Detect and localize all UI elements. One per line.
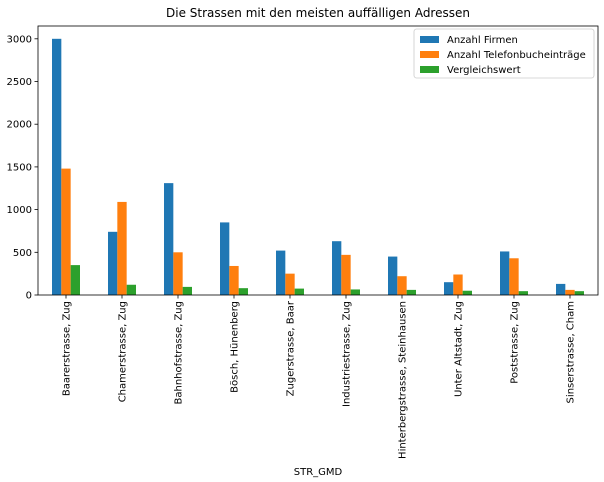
bar bbox=[52, 38, 62, 296]
bar bbox=[556, 283, 566, 295]
x-tick-label: Chamerstrasse, Zug bbox=[118, 301, 129, 402]
x-tick-label: Sinserstrasse, Cham bbox=[566, 301, 577, 403]
bar bbox=[509, 258, 519, 295]
x-tick-label: Bahnhofstrasse, Zug bbox=[174, 301, 185, 404]
legend-label: Anzahl Firmen bbox=[447, 35, 518, 46]
y-tick-label: 2500 bbox=[7, 77, 32, 88]
x-tick-label: Hinterbergstrasse, Steinhausen bbox=[398, 301, 409, 459]
bar bbox=[229, 265, 239, 295]
bar bbox=[397, 276, 407, 295]
bar bbox=[220, 222, 230, 295]
x-tick-label: Poststrasse, Zug bbox=[510, 301, 521, 384]
bar bbox=[61, 168, 71, 295]
bars-layer bbox=[52, 38, 584, 296]
x-tick-label: Industriestrasse, Zug bbox=[342, 301, 353, 407]
x-tick-label: Zugerstrasse, Baar bbox=[286, 300, 297, 396]
x-tick-label: Bösch, Hünenberg bbox=[230, 301, 241, 393]
legend-swatch bbox=[420, 51, 439, 58]
bar bbox=[70, 265, 80, 295]
legend-box bbox=[413, 28, 595, 79]
bar bbox=[341, 254, 351, 295]
legend-swatch bbox=[420, 66, 439, 73]
bar bbox=[500, 251, 510, 295]
legend-swatch bbox=[420, 36, 439, 43]
bar bbox=[126, 284, 136, 295]
x-axis-label: STR_GMD bbox=[294, 467, 343, 478]
bar bbox=[332, 241, 342, 295]
y-tick-label: 0 bbox=[26, 291, 32, 302]
legend-label: Anzahl Telefonbucheinträge bbox=[447, 50, 586, 61]
legend-label: Vergleichswert bbox=[447, 65, 521, 76]
axes-layer: 0 500 1000 1500 2000 2500 3000 Baarerstrasse, Z… bbox=[7, 25, 599, 459]
y-tick-label: 500 bbox=[13, 248, 32, 259]
bar bbox=[518, 291, 528, 295]
y-tick-label: 3000 bbox=[7, 34, 32, 45]
bar bbox=[350, 289, 360, 295]
chart-title: Die Strassen mit den meisten auffälligen… bbox=[166, 6, 470, 20]
y-tick-label: 1500 bbox=[7, 162, 32, 173]
bar bbox=[444, 282, 454, 295]
bar bbox=[565, 289, 575, 295]
y-tick-label: 2000 bbox=[7, 120, 32, 131]
bar bbox=[182, 286, 192, 295]
x-tick-label: Unter Altstadt, Zug bbox=[454, 301, 465, 397]
bar bbox=[388, 256, 398, 295]
y-tick-label: 1000 bbox=[7, 205, 32, 216]
bar bbox=[238, 288, 248, 295]
bar bbox=[173, 252, 183, 295]
bar bbox=[276, 250, 286, 295]
bar bbox=[294, 288, 304, 295]
bar bbox=[406, 289, 416, 295]
bar bbox=[117, 201, 127, 295]
bar bbox=[462, 290, 472, 295]
x-tick-label: Baarerstrasse, Zug bbox=[62, 301, 73, 396]
bar bbox=[453, 274, 463, 295]
bar bbox=[164, 183, 174, 295]
bar bbox=[108, 231, 118, 295]
plot-frame bbox=[37, 25, 599, 296]
bar bbox=[285, 273, 295, 295]
bar bbox=[574, 291, 584, 295]
legend: Anzahl Firmen Anzahl Telefonbucheinträge V… bbox=[413, 28, 595, 79]
